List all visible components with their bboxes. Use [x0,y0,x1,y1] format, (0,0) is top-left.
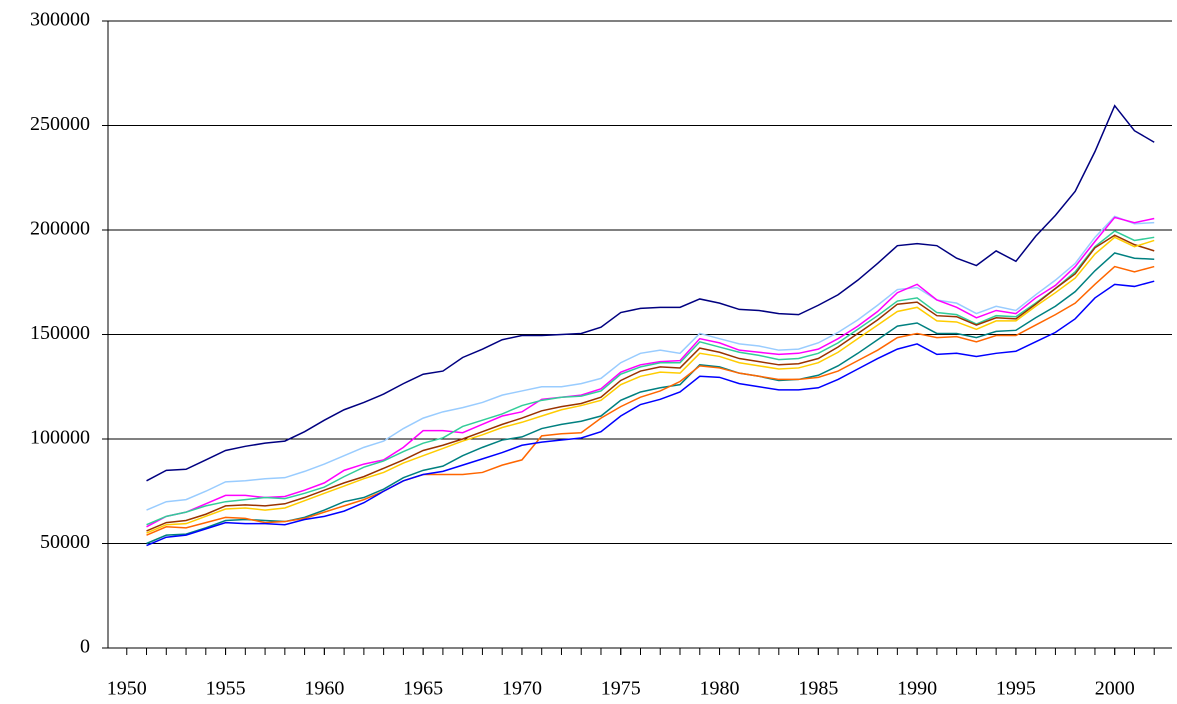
x-tick-label: 1995 [996,678,1036,700]
series-line [146,230,1155,526]
y-tick-label: 150000 [30,322,90,344]
x-tick-label: 1950 [107,678,147,700]
y-tick-label: 300000 [30,9,90,31]
y-tick-label: 0 [80,636,90,658]
series-line [146,252,1155,545]
x-tick-label: 1955 [206,678,246,700]
series-line [146,236,1155,534]
x-tick-label: 1965 [403,678,443,700]
x-tick-label: 2000 [1095,678,1135,700]
x-tick-label: 1970 [502,678,542,700]
x-tick-label: 1990 [897,678,937,700]
series-line [146,280,1155,547]
y-tick-label: 100000 [30,427,90,449]
y-tick-label: 250000 [30,113,90,135]
series-line [146,215,1155,511]
x-tick-label: 1985 [798,678,838,700]
x-tick-label: 1980 [700,678,740,700]
series-line [146,265,1155,536]
x-tick-label: 1960 [304,678,344,700]
x-tick-label: 1975 [601,678,641,700]
y-tick-label: 50000 [40,531,90,553]
series-line [146,216,1155,528]
series-line [146,104,1155,482]
series-line [146,234,1155,532]
y-tick-label: 200000 [30,218,90,240]
